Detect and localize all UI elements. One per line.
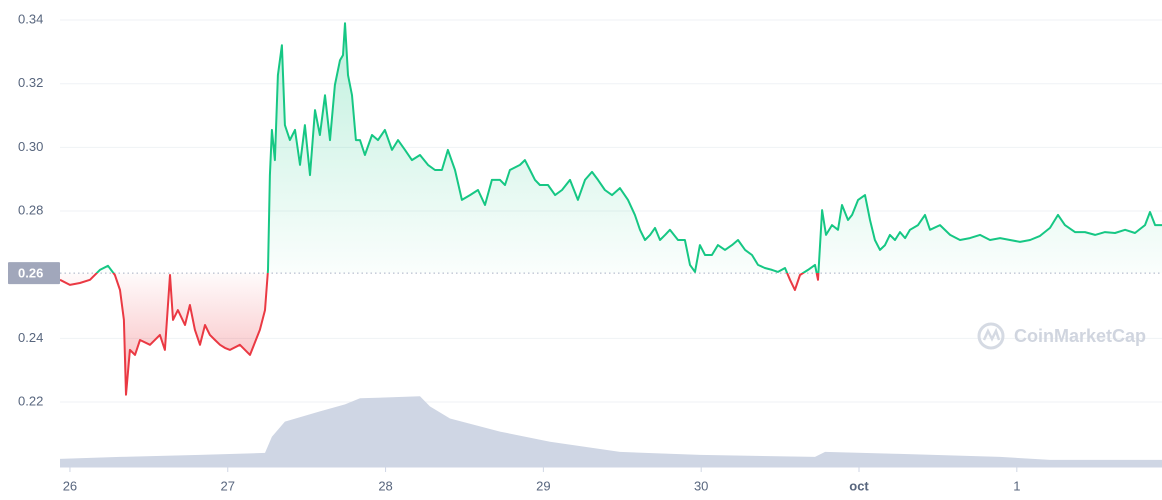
x-tick-label: oct [849,478,869,493]
price-line [59,22,1162,396]
volume-area [60,396,1162,467]
y-tick-label: 0.32 [18,75,43,90]
x-tick-label: 26 [63,478,77,493]
reference-badge [8,262,60,285]
price-area [60,23,1162,395]
y-tick-label: 0.22 [18,393,43,408]
x-tick-label: 27 [221,478,235,493]
y-tick-label: 0.28 [18,202,43,217]
x-tick-label: 30 [694,478,708,493]
y-tick-label: 0.30 [18,139,43,154]
x-tick-label: 1 [1013,478,1020,493]
y-tick-label: 0.34 [18,11,43,26]
watermark-text: CoinMarketCap [1014,326,1146,346]
x-tick-label: 28 [378,478,392,493]
x-tick-label: 29 [536,478,550,493]
reference-label: 0.26 [18,266,43,281]
watermark: CoinMarketCap [977,322,1146,350]
y-tick-label: 0.24 [18,330,43,345]
